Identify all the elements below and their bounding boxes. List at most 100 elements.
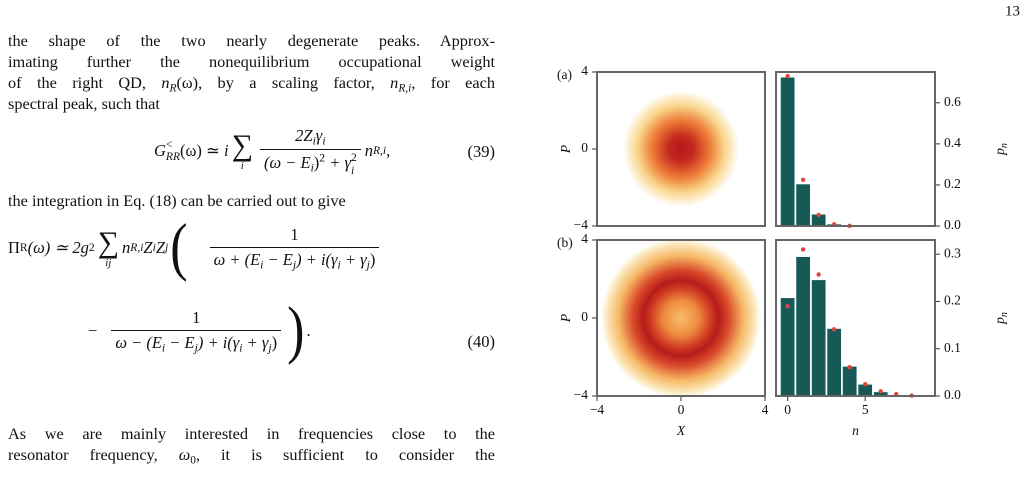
text-line: resonator frequency, ω0, it is sufficien… [8, 444, 495, 471]
text-run: j [165, 242, 169, 254]
panel-label: (b) [557, 235, 573, 250]
y-axis-label-part: n [999, 312, 1010, 317]
text-run: j [194, 342, 198, 355]
text-run: ) + i(γ [197, 332, 240, 352]
text-run: j [268, 342, 272, 355]
text-run: i [161, 342, 166, 355]
text-run: n [122, 238, 131, 257]
y-axis-label: P [558, 145, 573, 154]
text-run: (ω) ≃ 2g [27, 238, 89, 257]
y-tick-label: 0.6 [944, 94, 961, 109]
text-run: − [88, 321, 98, 340]
text-run: ω − (E [115, 332, 162, 352]
equation-number: (40) [467, 332, 496, 351]
text-run: (ω) ≃ [180, 141, 224, 161]
axes-frame [775, 71, 936, 227]
text-run: i [239, 342, 243, 355]
axes-frame [775, 239, 936, 397]
point [800, 247, 806, 252]
text-line: imating further the nonequilibrium occup… [8, 52, 495, 71]
text-run: ) [271, 332, 278, 352]
x-tick-label: 0 [784, 402, 791, 417]
text-run: 1 [209, 225, 380, 248]
text-run: R,i [398, 82, 412, 95]
text-line: the shape of the two nearly degenerate p… [8, 31, 495, 50]
bar [779, 297, 796, 397]
text-run: i [260, 259, 264, 272]
text-run: ω + (E [213, 249, 261, 269]
text-run: i [223, 141, 229, 161]
text-run: , it is sufficient to consider the [195, 445, 495, 464]
y-tick-label: 0.0 [944, 387, 961, 402]
text-run: 2Z [295, 126, 313, 145]
y-tick-label: 0.2 [944, 176, 961, 191]
text-run: ij [105, 256, 112, 269]
bar [826, 327, 842, 397]
text-run: Π [8, 238, 20, 257]
y-tick-label: 0.1 [944, 340, 961, 355]
text-run: Z [143, 238, 153, 257]
text-run: 2 [319, 153, 326, 165]
text-run: ∑ [231, 128, 253, 162]
text-run: (ω − E [263, 153, 311, 173]
y-tick-label: 4 [581, 231, 588, 246]
bar [779, 76, 796, 227]
text-run: R,i [372, 145, 387, 158]
y-tick-label: 0.3 [944, 245, 961, 260]
bar [841, 365, 858, 397]
x-tick-label: 4 [762, 402, 769, 417]
text-run: i [350, 164, 355, 177]
axes-frame [596, 239, 766, 397]
text-run: n [364, 141, 373, 161]
y-tick-label: 0 [581, 309, 588, 324]
text-run: n [390, 73, 399, 92]
text-run: n [161, 73, 170, 92]
text-run: (ω), by a scaling factor, [176, 73, 391, 92]
text-run: i [240, 159, 244, 172]
equation-number: (39) [467, 142, 496, 161]
heatmap-image [597, 72, 765, 226]
text-run: 0 [190, 454, 196, 467]
equation: −1 ω − (Ei − Ej) + i(γi + γj)). [88, 298, 311, 363]
y-axis-label: pn [992, 143, 1010, 156]
y-axis-label-part: n [999, 143, 1010, 148]
text-run: ) [313, 153, 320, 173]
point [862, 381, 868, 387]
text-line: the integration in Eq. (18) can be carri… [8, 191, 346, 210]
text-line: As we are mainly interested in frequenci… [8, 424, 495, 443]
x-tick-label: 0 [678, 402, 685, 417]
text-run: R [19, 242, 28, 254]
y-axis-label: pn [992, 312, 1010, 325]
panel-label: (a) [557, 67, 572, 82]
text-run: Z [155, 238, 166, 257]
bar [795, 256, 811, 397]
bar [810, 279, 827, 397]
text-run: ω [178, 445, 191, 464]
text-run: 1 [111, 308, 282, 331]
y-tick-label: 0 [581, 140, 588, 155]
point [785, 303, 790, 309]
y-tick-label: 4 [581, 63, 588, 78]
text-line: of the right QD, nR(ω), by a scaling fac… [8, 72, 495, 99]
y-axis-label: P [558, 314, 573, 323]
text-run: i [337, 259, 341, 272]
y-tick-label: −4 [574, 387, 589, 402]
heatmap-image [597, 240, 765, 396]
text-run: G [154, 141, 166, 161]
text-run: − E [165, 332, 195, 352]
text-run: ∑ [97, 225, 120, 259]
y-axis-label-part: p [992, 317, 1007, 325]
y-tick-label: −4 [574, 217, 589, 232]
page-number: 13 [1005, 3, 1020, 19]
text-run: i [152, 242, 156, 254]
text-run: − E [263, 249, 293, 269]
text-run: + γ [242, 332, 269, 352]
x-axis-label: n [852, 423, 859, 438]
y-tick-label: 0.0 [944, 217, 961, 232]
text-run: resonator frequency, [8, 445, 179, 464]
text-run: ) [369, 249, 376, 269]
text-run: i [310, 162, 314, 175]
bar [795, 183, 811, 227]
